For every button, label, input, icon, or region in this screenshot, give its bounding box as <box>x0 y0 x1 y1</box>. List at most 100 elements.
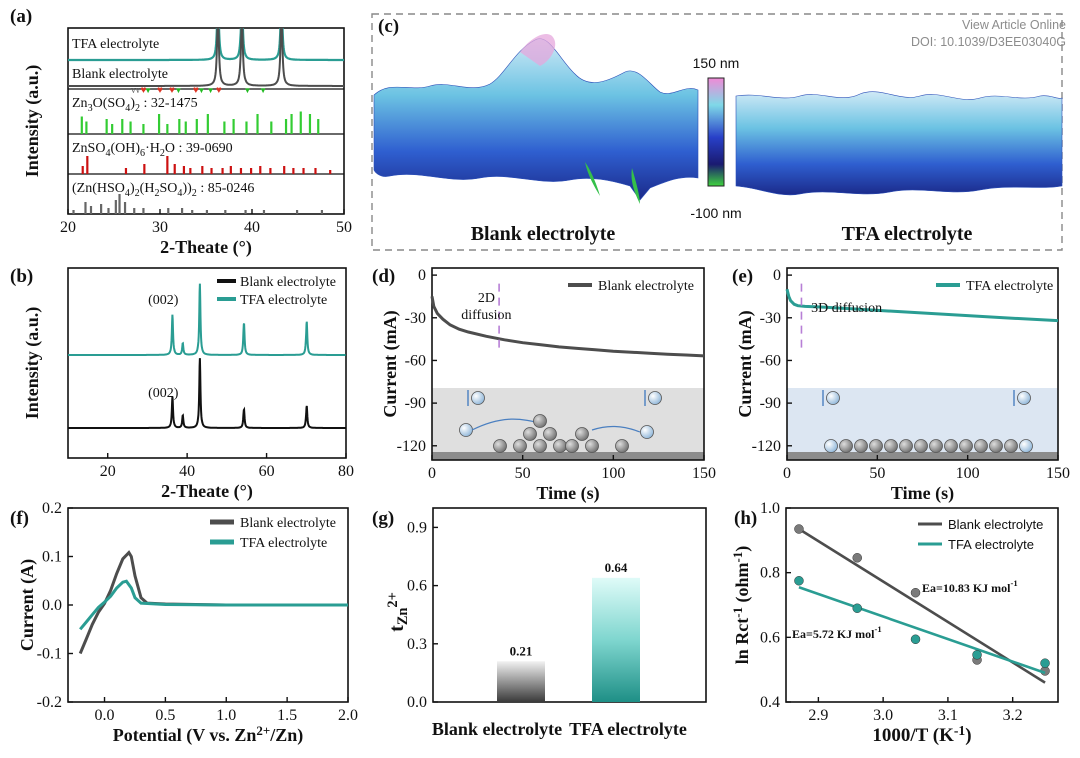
x-axis-label: 2-Theate (°) <box>161 481 253 502</box>
series-blank-line <box>68 28 344 87</box>
zn-deposit <box>493 439 507 453</box>
panel-d: (d) 2D diffusion Blank electrolyte 0 50 100 150… <box>372 266 716 504</box>
series-tfa-line <box>68 283 346 356</box>
marker-v-green: ▼ <box>259 86 267 95</box>
category-label: Blank electrolyte <box>432 719 562 739</box>
watermark-line1: View Article Online <box>962 18 1066 32</box>
y-tick-label: 0.0 <box>407 694 427 711</box>
y-axis-label: Current (mA) <box>380 310 401 417</box>
series-label-tfa: TFA electrolyte <box>72 37 159 52</box>
zn-deposit <box>533 414 547 428</box>
zn-deposit <box>523 427 537 441</box>
x-tick-label: 100 <box>601 465 625 482</box>
afm-surface-tfa <box>735 91 1063 196</box>
marker-heart-red: ♥ <box>140 85 146 96</box>
x-tick-label: 3.2 <box>1003 707 1023 724</box>
marker-heart-red: ♥ <box>193 85 199 96</box>
panel-label: (c) <box>378 16 399 37</box>
y-tick-label: 0.4 <box>760 694 780 711</box>
x-tick-label: 3.0 <box>873 707 893 724</box>
panel-label: (d) <box>372 266 395 287</box>
zn-deposit <box>914 439 928 453</box>
ion-zn <box>826 391 840 405</box>
afm-label-tfa: TFA electrolyte <box>842 223 973 245</box>
x-axis-label: Time (s) <box>536 483 599 504</box>
data-point <box>852 553 862 563</box>
x-tick-label: 40 <box>179 463 195 480</box>
y-tick-label: -90 <box>760 395 781 412</box>
colorbar-min-label: -100 nm <box>690 205 741 221</box>
panel-h: (h) Blank electrolyte TFA electrolyte Ea=10… <box>730 500 1059 746</box>
fit-line <box>798 585 1046 675</box>
x-tick-label: 60 <box>259 463 275 480</box>
y-tick-label: -120 <box>752 438 781 455</box>
zn-deposit <box>565 439 579 453</box>
x-tick-label: 1.0 <box>216 707 236 724</box>
legend-label: Blank electrolyte <box>240 516 336 531</box>
zn-deposit <box>899 439 913 453</box>
y-tick-label: -90 <box>405 395 426 412</box>
marker-v-green: ▼ <box>207 86 215 95</box>
afm-label-blank: Blank electrolyte <box>471 223 616 245</box>
y-tick-label: -60 <box>760 352 781 369</box>
annotation-ea-tfa: Ea=5.72 KJ mol-1 <box>792 624 882 641</box>
y-tick-label: 0.6 <box>760 629 780 646</box>
y-tick-label: 0.6 <box>407 578 427 595</box>
zn-deposit <box>959 439 973 453</box>
marker-v-green: ▼ <box>243 86 251 95</box>
schematic-electrode <box>787 452 1058 460</box>
y-tick-label: 0 <box>418 267 426 284</box>
y-tick-label: 0.8 <box>760 565 780 582</box>
zn-deposit <box>929 439 943 453</box>
diffusion-annotation: 2D diffusion <box>461 291 511 323</box>
y-axis-label: Current (A) <box>17 559 38 651</box>
x-tick-label: 150 <box>1046 465 1070 482</box>
data-point <box>852 603 862 613</box>
watermark-line2: DOI: 10.1039/D3EE03040G <box>911 35 1066 49</box>
afm-valley-green <box>585 162 640 204</box>
y-tick-label: 0.2 <box>42 500 62 517</box>
marker-v-green: ▼ <box>144 86 152 95</box>
y-tick-label: 0.0 <box>42 597 62 614</box>
zn-deposit <box>824 439 838 453</box>
series-line <box>785 288 1059 323</box>
reference-label: ZnSO4(OH)6·H2O : 39-0690 <box>72 141 233 159</box>
data-point <box>794 524 804 534</box>
y-tick-label: 0.3 <box>407 636 427 653</box>
data-point <box>910 587 921 598</box>
ion-path <box>591 425 641 433</box>
bar-value-label: 0.21 <box>510 643 533 658</box>
series-blank-line <box>68 358 346 429</box>
x-tick-label: 20 <box>100 463 116 480</box>
x-axis-label: Time (s) <box>891 483 954 504</box>
marker-v-gray: v <box>131 85 136 96</box>
y-axis-label: tZn2+ <box>385 592 411 632</box>
panel-c: (c) 150 nm -100 nm Blank electrolyte TFA ele… <box>371 13 1063 251</box>
zn-deposit <box>989 439 1003 453</box>
x-tick-label: 50 <box>336 219 352 236</box>
y-tick-label: -0.1 <box>37 646 62 663</box>
y-tick-label: 0.1 <box>42 549 62 566</box>
data-point <box>910 634 921 645</box>
x-tick-label: 30 <box>152 219 168 236</box>
legend-label-tfa: TFA electrolyte <box>240 293 327 308</box>
colorbar-max-label: 150 nm <box>693 55 740 71</box>
series-label-blank: Blank electrolyte <box>72 67 168 82</box>
marker-heart-red: ♥ <box>169 85 175 96</box>
y-axis-label: Intensity (a.u.) <box>22 65 43 178</box>
series-line <box>78 550 348 655</box>
marker-v-gray: v <box>135 85 140 96</box>
panel-label: (f) <box>10 508 29 529</box>
annotation-002-blank: (002) <box>148 386 179 401</box>
reference-label: Zn3O(SO4)2 : 32-1475 <box>72 96 198 114</box>
series-line <box>79 579 348 631</box>
x-tick-label: 100 <box>956 465 980 482</box>
legend-label: TFA electrolyte <box>240 536 327 551</box>
y-tick-label: -30 <box>405 310 426 327</box>
ion-zn <box>640 425 654 439</box>
panel-label: (e) <box>732 266 753 287</box>
x-tick-label: 40 <box>244 219 260 236</box>
x-axis-label: 2-Theate (°) <box>160 237 252 258</box>
marker-v-green: ▼ <box>174 86 182 95</box>
